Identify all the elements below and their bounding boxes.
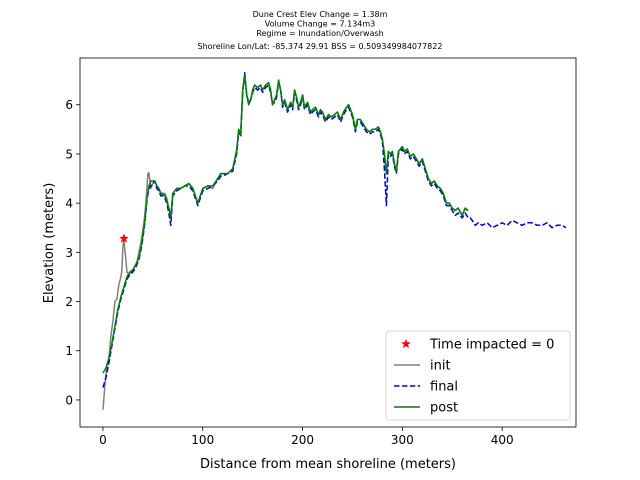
legend-box	[385, 330, 571, 421]
title-line-4: Shoreline Lon/Lat: -85.374 29.91 BSS = 0…	[198, 42, 443, 51]
title-line-3: Regime = Inundation/Overwash	[256, 29, 383, 38]
x-axis-ticks: 0 100 200 300 400	[99, 427, 514, 447]
impact-star-marker	[118, 233, 129, 243]
y-axis-label: Elevation (meters)	[42, 183, 57, 304]
series-line-post	[102, 74, 469, 374]
chart-title: Dune Crest Elev Change = 1.38m Volume Ch…	[198, 10, 443, 51]
series-layer	[102, 72, 567, 410]
x-tick-label: 0	[99, 433, 107, 447]
marker-layer	[118, 233, 129, 243]
legend-label: final	[430, 380, 458, 395]
legend-items: Time impacted = 0 init final post	[394, 338, 554, 416]
y-tick-label: 6	[65, 98, 73, 112]
legend-marker-star	[401, 338, 411, 349]
x-axis-label: Distance from mean shoreline (meters)	[200, 457, 456, 472]
legend-label: Time impacted = 0	[429, 338, 554, 353]
title-line-1: Dune Crest Elev Change = 1.38m	[253, 10, 388, 19]
y-tick-label: 0	[65, 393, 73, 407]
series-line-final	[102, 72, 567, 388]
y-tick-label: 3	[65, 246, 73, 260]
x-tick-label: 400	[491, 433, 514, 447]
title-line-2: Volume Change = 7.134m3	[265, 20, 376, 29]
legend-label: post	[430, 401, 458, 416]
plot-frame	[79, 57, 577, 428]
y-tick-label: 1	[65, 344, 73, 358]
x-tick-label: 300	[391, 433, 414, 447]
x-tick-label: 200	[291, 433, 314, 447]
legend: Time impacted = 0 init final post	[385, 330, 571, 421]
y-axis-ticks: 0 1 2 3 4 5 6	[65, 98, 80, 407]
legend-label: init	[430, 359, 451, 374]
x-tick-label: 100	[191, 433, 214, 447]
y-tick-label: 2	[65, 295, 73, 309]
y-tick-label: 5	[65, 147, 73, 161]
y-tick-label: 4	[65, 197, 73, 211]
